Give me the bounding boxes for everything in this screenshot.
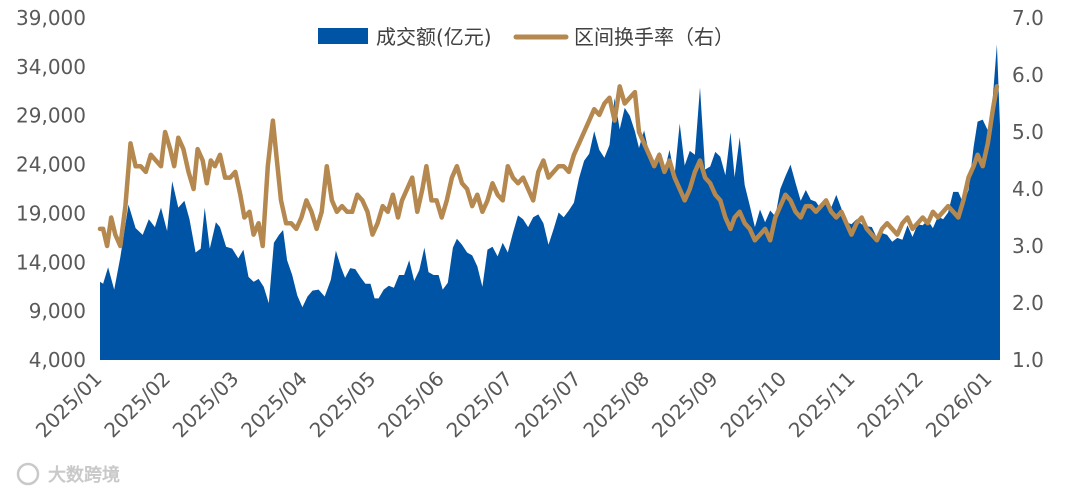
x-tick-label: 2025/03 bbox=[168, 367, 244, 443]
y-right-tick-label: 1.0 bbox=[1012, 348, 1044, 372]
y-right-tick-label: 2.0 bbox=[1012, 291, 1044, 315]
y-left-tick-label: 34,000 bbox=[16, 55, 86, 79]
y-left-tick-label: 19,000 bbox=[16, 201, 86, 225]
x-tick-label: 2025/02 bbox=[99, 367, 175, 443]
y-right-tick-label: 7.0 bbox=[1012, 6, 1044, 30]
x-tick-label: 2025/06 bbox=[373, 367, 449, 443]
x-tick-label: 2025/04 bbox=[236, 367, 312, 443]
x-tick-label: 2025/12 bbox=[852, 367, 928, 443]
x-tick-label: 2025/08 bbox=[579, 367, 655, 443]
y-right-tick-label: 5.0 bbox=[1012, 120, 1044, 144]
turnover-rate-line-series bbox=[97, 84, 1000, 249]
x-tick-label: 2025/07 bbox=[510, 367, 586, 443]
watermark: 大数跨境 bbox=[16, 462, 120, 486]
y-left-tick-label: 4,000 bbox=[29, 348, 86, 372]
turnover-area-series bbox=[100, 44, 1000, 361]
watermark-text: 大数跨境 bbox=[48, 464, 120, 486]
y-right-tick-label: 6.0 bbox=[1012, 63, 1044, 87]
x-tick-label: 2025/05 bbox=[305, 367, 381, 443]
legend-label-turnover-rate: 区间换手率（右） bbox=[574, 25, 734, 49]
legend-swatch-area bbox=[318, 28, 368, 44]
x-tick-label: 2025/07 bbox=[442, 367, 518, 443]
legend-label-turnover: 成交额(亿元) bbox=[376, 25, 492, 49]
y-left-tick-label: 9,000 bbox=[29, 299, 86, 323]
x-tick-label: 2025/09 bbox=[647, 367, 723, 443]
y-left-tick-label: 39,000 bbox=[16, 6, 86, 30]
watermark-logo-icon bbox=[16, 462, 40, 486]
x-tick-label: 2026/01 bbox=[921, 367, 997, 443]
y-right-tick-label: 3.0 bbox=[1012, 234, 1044, 258]
x-tick-label: 2025/11 bbox=[784, 367, 860, 443]
legend: 成交额(亿元) 区间换手率（右） bbox=[318, 25, 734, 49]
y-left-tick-label: 14,000 bbox=[16, 250, 86, 274]
x-tick-label: 2025/01 bbox=[31, 367, 107, 443]
y-right-tick-label: 4.0 bbox=[1012, 177, 1044, 201]
y-left-tick-label: 24,000 bbox=[16, 153, 86, 177]
plot-area bbox=[97, 44, 1000, 361]
y-left-tick-label: 29,000 bbox=[16, 104, 86, 128]
x-tick-label: 2025/10 bbox=[715, 367, 791, 443]
